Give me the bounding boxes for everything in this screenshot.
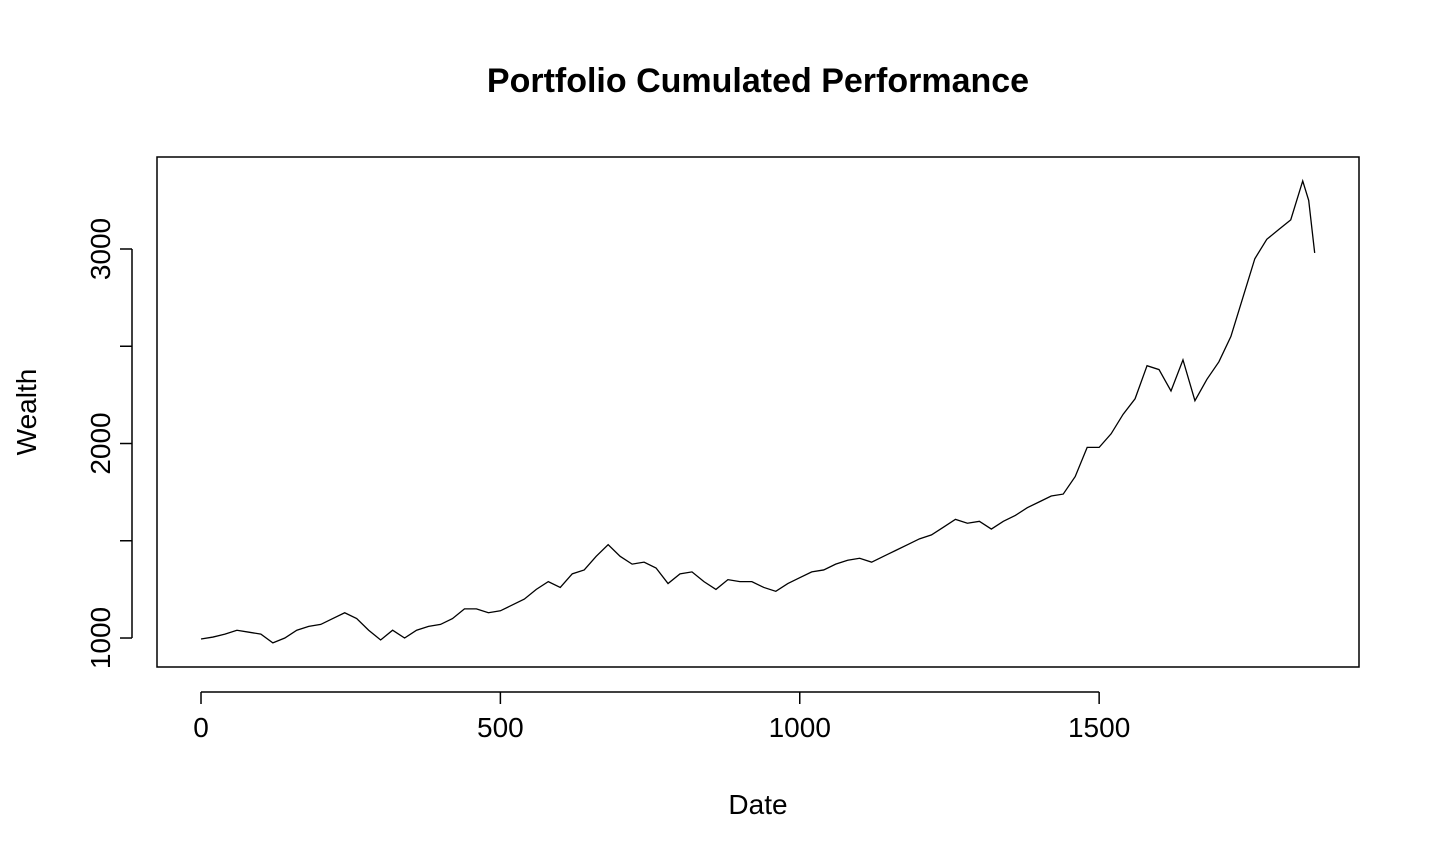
- y-tick-label: 1000: [85, 607, 116, 669]
- chart-title: Portfolio Cumulated Performance: [487, 62, 1029, 100]
- x-axis-label: Date: [728, 789, 787, 820]
- x-tick-label: 1000: [769, 712, 831, 743]
- x-tick-label: 1500: [1068, 712, 1130, 743]
- y-axis-label: Wealth: [11, 369, 42, 456]
- y-tick-label: 3000: [85, 218, 116, 280]
- x-tick-label: 500: [477, 712, 524, 743]
- series-line: [200, 178, 1316, 644]
- x-tick-label: 0: [193, 712, 209, 743]
- plot-frame: [156, 156, 1360, 668]
- y-tick-label: 2000: [85, 412, 116, 474]
